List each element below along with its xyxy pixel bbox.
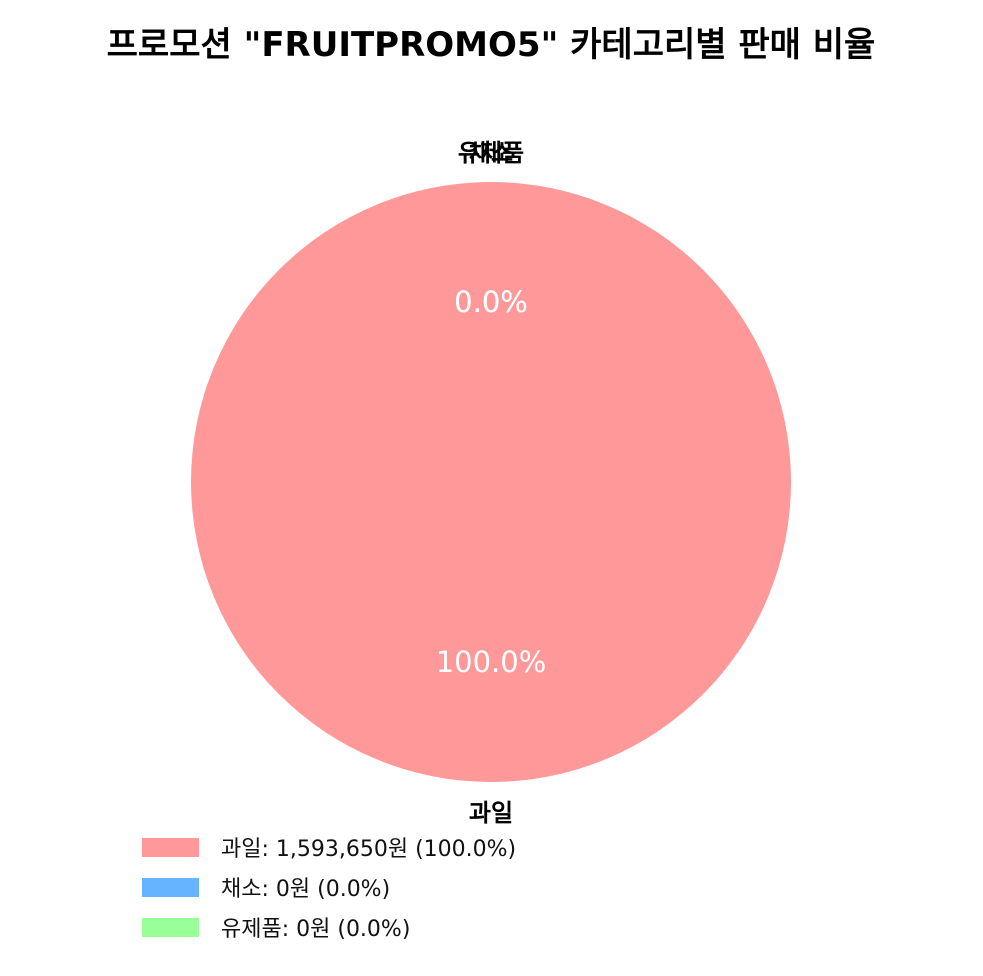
pie-slice [191,182,791,782]
legend: 과일: 1,593,650원 (100.0%) 채소: 0원 (0.0%) 유제품:… [142,837,516,942]
chart-title: 프로모션 "FRUITPROMO5" 카테고리별 판매 비율 [107,25,876,65]
legend-label: 과일: 1,593,650원 (100.0%) [221,837,516,862]
slice-label: 유제품 [458,139,524,167]
slice-percent-label: 100.0% [436,645,547,679]
slice-percent-label: 0.0% [454,285,528,319]
legend-swatch [142,878,199,897]
legend-label: 유제품: 0원 (0.0%) [221,917,410,942]
legend-swatch [142,838,199,857]
legend-swatch [142,918,199,937]
slice-label: 과일 [469,799,513,827]
pie-slices [191,182,791,782]
legend-label: 채소: 0원 (0.0%) [221,877,390,902]
